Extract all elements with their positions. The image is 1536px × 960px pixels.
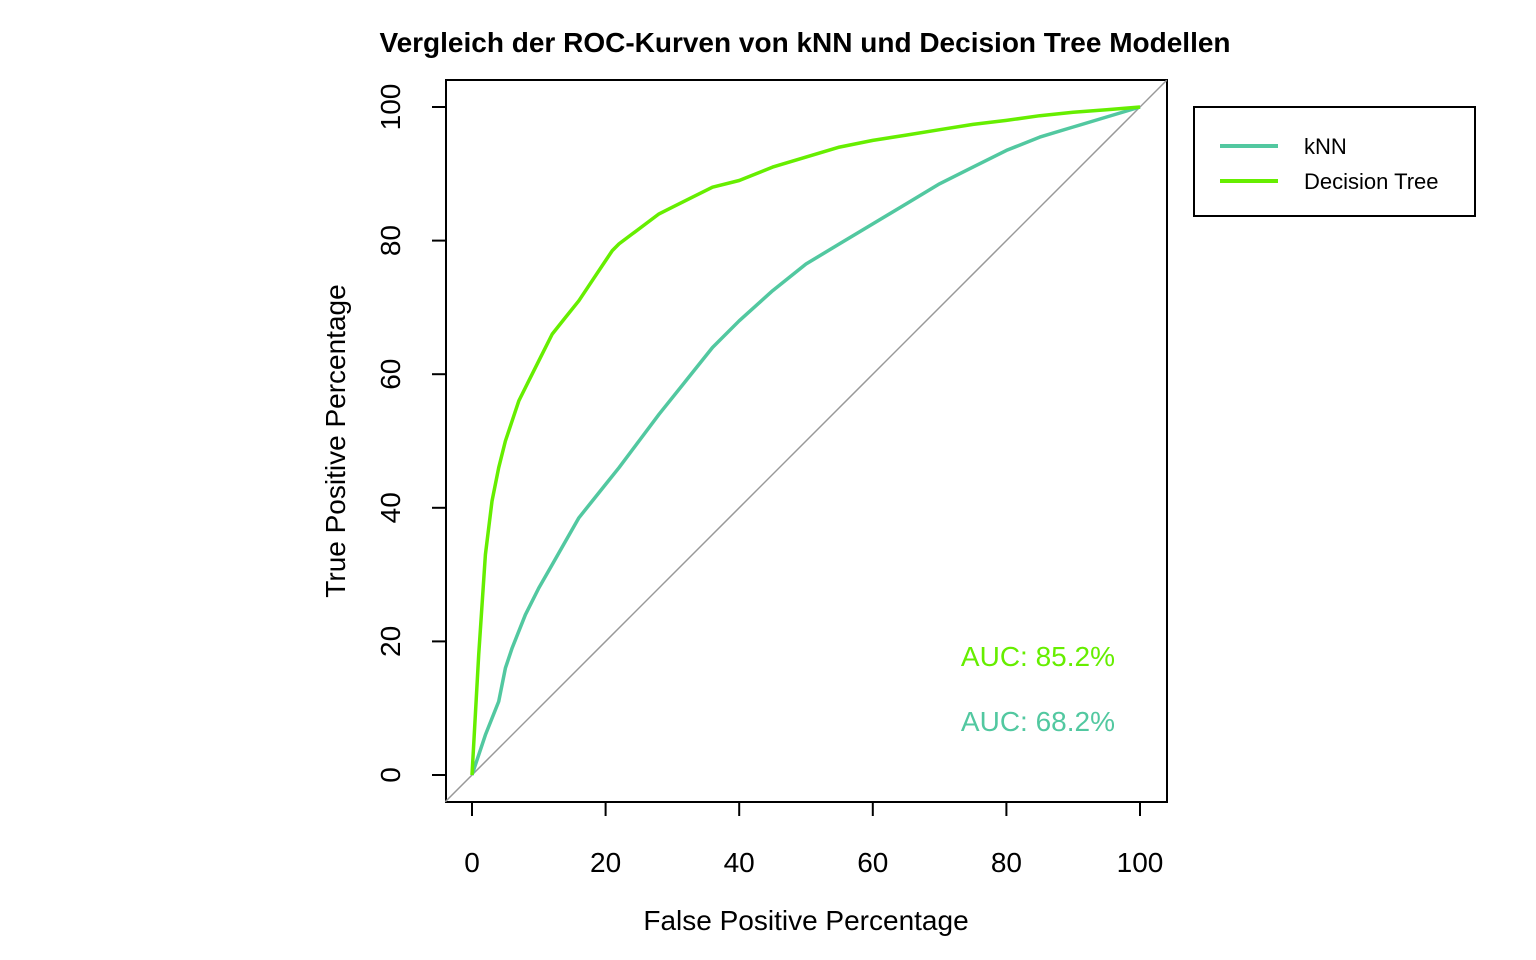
series-line-knn	[470, 105, 1141, 776]
y-axis-label: True Positive Percentage	[320, 284, 351, 597]
legend-label-decision-tree: Decision Tree	[1304, 169, 1439, 194]
y-tick-label: 60	[375, 359, 406, 390]
legend-box	[1193, 106, 1476, 217]
series-group	[470, 105, 1141, 776]
x-axis-label: False Positive Percentage	[643, 905, 968, 936]
x-tick-label: 40	[724, 847, 755, 878]
y-tick-label: 80	[375, 225, 406, 256]
y-tick-label: 100	[375, 84, 406, 131]
auc-annotation-knn: AUC: 68.2%	[961, 706, 1115, 737]
series-line-decision-tree	[470, 105, 1141, 776]
x-axis: 0 20 40 60 80 100	[464, 801, 1164, 878]
chart-title: Vergleich der ROC-Kurven von kNN und Dec…	[379, 27, 1230, 58]
x-tick-label: 100	[1117, 847, 1164, 878]
x-tick-label: 60	[857, 847, 888, 878]
x-tick-label: 80	[991, 847, 1022, 878]
legend: kNN Decision Tree	[1193, 106, 1476, 217]
y-tick-label: 40	[375, 492, 406, 523]
x-tick-label: 20	[590, 847, 621, 878]
auc-annotation-decision-tree: AUC: 85.2%	[961, 641, 1115, 672]
y-tick-label: 20	[375, 626, 406, 657]
x-tick-label: 0	[464, 847, 480, 878]
reference-diagonal-line	[444, 79, 1168, 803]
y-tick-label: 0	[375, 767, 406, 783]
legend-label-knn: kNN	[1304, 134, 1347, 159]
y-axis: 0 20 40 60 80 100	[375, 84, 447, 783]
